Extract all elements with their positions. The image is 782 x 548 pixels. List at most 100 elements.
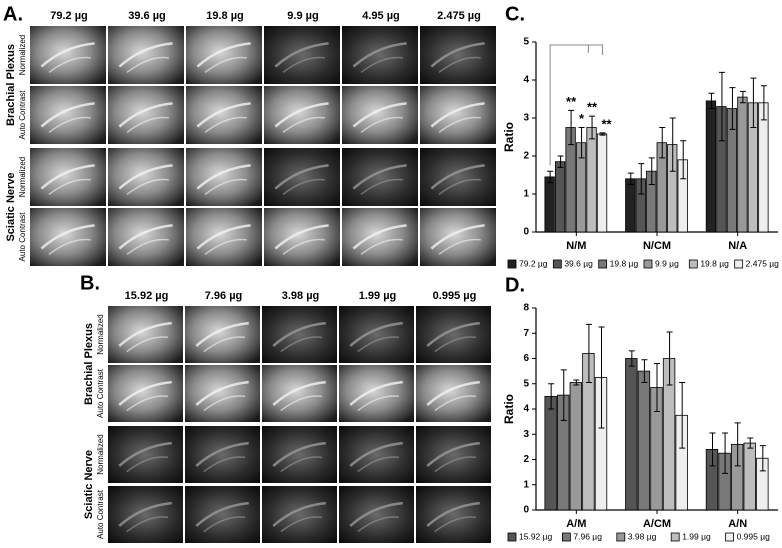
image-tile <box>262 365 337 422</box>
nerve-structure <box>126 178 169 195</box>
nerve-structure <box>118 42 173 68</box>
nerve-structure <box>195 380 249 406</box>
error-bar <box>548 383 555 410</box>
nerve-structure <box>48 116 91 133</box>
nerve-structure <box>40 102 95 128</box>
legend-swatch <box>507 259 517 269</box>
column-header: 3.98 µg <box>282 290 320 302</box>
error-bar <box>709 432 716 467</box>
nerve-structure <box>434 395 477 412</box>
nerve-structure <box>118 102 173 128</box>
column-header: 1.99 µg <box>359 290 397 302</box>
y-tick-label: 5 <box>523 37 529 48</box>
nerve-structure <box>352 102 407 128</box>
x-tick-label: N/CM <box>643 240 671 252</box>
y-tick-label: 2 <box>523 151 529 162</box>
nerve-structure <box>196 102 251 128</box>
error-bar <box>750 77 757 128</box>
y-tick-label: 0 <box>523 227 529 238</box>
error-bar <box>718 71 725 142</box>
bar <box>569 382 583 511</box>
nerve-structure <box>426 321 480 347</box>
y-tick-label: 5 <box>523 378 529 389</box>
nerve-structure <box>438 116 481 133</box>
error-bar <box>589 115 596 140</box>
image-tile <box>342 26 418 84</box>
error-bar <box>599 132 606 136</box>
nerve-structure <box>274 164 329 190</box>
nerve-structure <box>40 164 95 190</box>
panel-label: C. <box>505 3 525 25</box>
bar <box>582 353 595 511</box>
legend-swatch <box>725 532 734 542</box>
legend-swatch <box>598 259 608 269</box>
nerve-structure <box>203 336 246 353</box>
row-label: Normalized <box>96 434 105 474</box>
image-tile <box>420 26 496 84</box>
image-tile <box>108 486 183 543</box>
image-tile <box>185 365 260 422</box>
nerve-structure <box>126 116 169 133</box>
legend-swatch <box>562 532 571 542</box>
error-bar <box>568 109 575 146</box>
nerve-structure <box>438 56 481 73</box>
error-bar <box>669 117 676 172</box>
image-tile <box>108 426 183 483</box>
error-bar <box>585 323 592 383</box>
nerve-structure <box>40 42 95 68</box>
x-tick-label: A/N <box>728 518 747 530</box>
y-tick-label: 0 <box>523 505 529 516</box>
nerve-structure <box>282 116 325 133</box>
group-label: Brachial Plexus <box>83 323 95 405</box>
nerve-structure <box>438 178 481 195</box>
error-bar <box>739 90 746 104</box>
image-tile <box>342 86 418 144</box>
image-tile <box>108 306 183 363</box>
image-tile <box>186 208 262 266</box>
image-tile <box>185 306 260 363</box>
nerve-structure <box>118 380 172 406</box>
legend-label: 7.96 µg <box>573 531 602 541</box>
image-tile <box>108 365 183 422</box>
legend-swatch <box>643 259 653 269</box>
error-bar <box>759 445 766 472</box>
y-tick-label: 8 <box>523 303 529 314</box>
nerve-structure <box>204 56 247 73</box>
nerve-structure <box>280 456 323 473</box>
bar <box>675 414 688 511</box>
image-tile <box>262 486 337 543</box>
image-tile <box>108 26 184 84</box>
error-bar <box>659 127 666 159</box>
significance-marker: ** <box>587 100 598 115</box>
nerve-structure <box>360 116 403 133</box>
nerve-structure <box>196 224 251 250</box>
nerve-structure <box>48 238 91 255</box>
image-tile <box>262 426 337 483</box>
image-tile <box>108 148 184 206</box>
y-tick-label: 4 <box>523 75 529 86</box>
legend-label: 19.8 µg <box>700 258 729 268</box>
image-tile <box>420 86 496 144</box>
bar <box>625 178 636 233</box>
significance-marker: ** <box>601 116 612 131</box>
nerve-structure <box>357 456 400 473</box>
nerve-structure <box>280 336 323 353</box>
bar <box>705 100 717 233</box>
image-tile <box>416 365 491 422</box>
y-tick-label: 3 <box>523 113 529 124</box>
column-header: 4.95 µg <box>362 10 400 22</box>
image-tile <box>264 208 340 266</box>
legend-swatch <box>552 259 562 269</box>
nerve-structure <box>360 238 403 255</box>
nerve-structure <box>195 501 249 527</box>
error-bar <box>679 381 686 449</box>
nerve-structure <box>195 321 249 347</box>
nerve-structure <box>349 321 403 347</box>
nerve-structure <box>272 321 326 347</box>
error-bar <box>598 326 605 429</box>
significance-marker: * <box>579 111 585 126</box>
image-tile <box>185 486 260 543</box>
nerve-structure <box>126 56 169 73</box>
nerve-structure <box>426 441 480 467</box>
